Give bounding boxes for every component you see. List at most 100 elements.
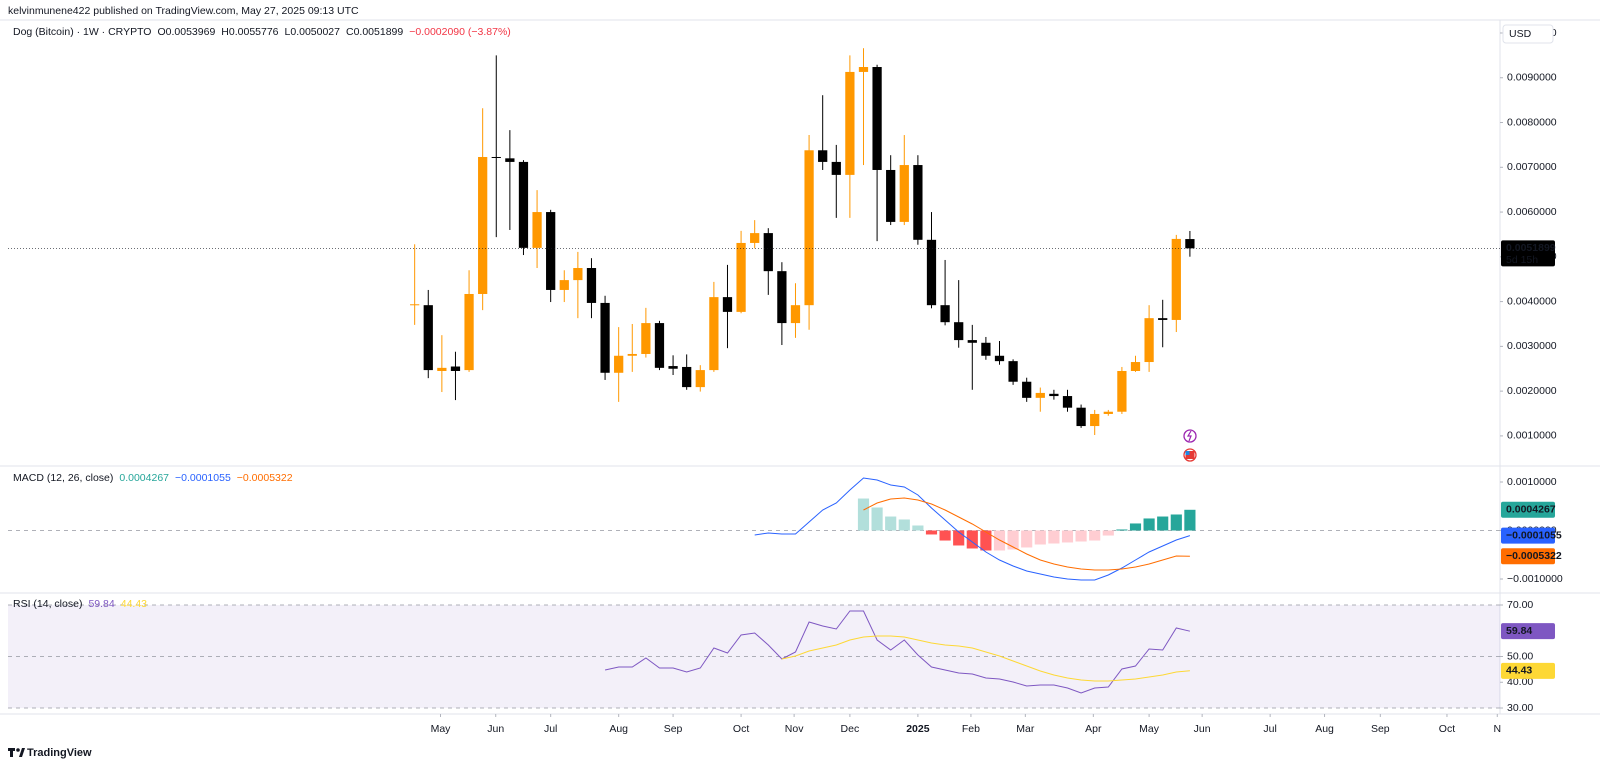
histogram-bar: [885, 516, 897, 531]
price-badge-label: 0.0051899: [1506, 242, 1556, 254]
candle-body: [491, 156, 501, 158]
currency-box[interactable]: [1502, 24, 1554, 44]
legend-title: MACD (12, 26, close): [13, 472, 114, 484]
candle-body: [954, 322, 964, 341]
x-tick-label: Dec: [841, 723, 860, 735]
histogram-bar: [1157, 516, 1169, 531]
histogram-bar: [1021, 530, 1033, 548]
histogram-bar: [953, 530, 965, 546]
candle-body: [1144, 318, 1154, 363]
logo-mark: [10, 748, 13, 757]
event-icon: [1186, 430, 1192, 442]
x-tick-label: Feb: [962, 723, 980, 735]
candle-body: [1090, 413, 1100, 427]
legend-ohlc: O0.0053969: [157, 26, 216, 38]
candle-body: [736, 242, 746, 312]
x-tick-label: May: [431, 723, 452, 735]
legend-title: Dog (Bitcoin) · 1W · CRYPTO: [13, 26, 152, 38]
candle-body: [831, 161, 841, 175]
event-icon: [1185, 451, 1190, 455]
candle-body: [437, 367, 447, 371]
value-badge-label: 44.43: [1506, 665, 1532, 677]
value-badge-label: −0.0001055: [1506, 529, 1562, 541]
plot-layer: 0.0010000 0.0020000 0.0030000 0.0040000 0.00…: [8, 27, 1563, 735]
currency-label[interactable]: USD: [1509, 28, 1532, 40]
histogram-bar: [1116, 529, 1128, 531]
indicator-line: [863, 497, 1190, 571]
x-tick-label: Oct: [733, 723, 749, 735]
y-tick-label: 0.0060000: [1507, 206, 1557, 218]
candle-body: [1022, 381, 1032, 398]
candle-body: [818, 150, 828, 162]
indicator-line: [604, 610, 1191, 694]
legend-ohlc: H0.0055776: [221, 26, 279, 38]
histogram-bar: [1007, 530, 1019, 550]
countdown-label: 5d 15h: [1506, 254, 1538, 266]
candle-body: [1062, 396, 1073, 408]
candle-body: [858, 67, 869, 72]
candle-body: [1130, 362, 1141, 371]
y-tick-label: 0.0010000: [1507, 476, 1557, 488]
candle-body: [926, 239, 937, 306]
legend-value: −0.0001055: [175, 472, 231, 484]
y-tick-label: 0.0020000: [1507, 385, 1557, 397]
candle-body: [410, 304, 420, 306]
candle-body: [654, 323, 665, 368]
histogram-bar: [857, 498, 870, 531]
legend-ohlc: C0.0051899: [346, 26, 404, 38]
x-tick-label: May: [1139, 723, 1160, 735]
candle-body: [614, 355, 624, 373]
legend-value: 44.43: [120, 598, 148, 610]
candle-body: [573, 268, 583, 281]
candle-body: [682, 366, 692, 388]
x-tick-label: Nov: [785, 723, 804, 735]
candle-body: [722, 297, 733, 312]
legend-value: −0.0005322: [236, 472, 293, 484]
histogram-bar: [1089, 530, 1101, 541]
value-badge: [1501, 548, 1555, 565]
histogram-bar: [871, 507, 883, 531]
value-badge-label: 59.84: [1506, 625, 1532, 637]
y-tick-label: 0.0090000: [1507, 72, 1557, 84]
histogram-bar: [1102, 530, 1114, 536]
candle-body: [627, 353, 637, 356]
candle-body: [1049, 393, 1059, 397]
histogram-bar: [1034, 530, 1046, 545]
x-tick-label: Jun: [487, 723, 504, 735]
histogram-bar: [980, 530, 992, 551]
legend-value: 0.0004267: [119, 472, 170, 484]
candle-body: [1076, 407, 1086, 427]
candle-body: [559, 280, 569, 290]
candle-body: [777, 271, 787, 324]
candle-body: [994, 355, 1005, 362]
candle-body: [1008, 361, 1018, 382]
candle-body: [532, 212, 542, 248]
x-tick-label: Aug: [1315, 723, 1334, 735]
x-tick-label: Jun: [1194, 723, 1211, 735]
x-tick-label: Mar: [1016, 723, 1035, 735]
x-tick-label: N: [1493, 723, 1501, 735]
candle-body: [981, 342, 991, 356]
y-tick-label: −0.0010000: [1507, 573, 1563, 585]
y-tick-label: 0.0070000: [1507, 161, 1557, 173]
candle-body: [518, 161, 529, 248]
candle-body: [913, 165, 923, 240]
candle-body: [845, 71, 855, 175]
histogram-bar: [912, 525, 924, 531]
x-tick-label: Jul: [1263, 723, 1276, 735]
value-badge: [1501, 662, 1555, 679]
x-tick-label: Sep: [664, 723, 683, 735]
legend-rsi: RSI (14, close) 59.84 44.43: [13, 598, 147, 610]
candle-body: [790, 305, 801, 324]
candle-body: [1117, 370, 1127, 412]
legend-ohlc: −0.0002090 (−3.87%): [409, 26, 511, 38]
histogram-bar: [1129, 523, 1142, 531]
y-tick-label: 0.0030000: [1507, 340, 1557, 352]
event-icons: [1183, 429, 1197, 462]
indicator-line: [754, 477, 1191, 581]
histogram-bar: [1061, 530, 1074, 543]
event-icon: [1185, 451, 1195, 459]
histogram-bar: [1075, 530, 1087, 542]
histogram-bar: [939, 530, 951, 541]
